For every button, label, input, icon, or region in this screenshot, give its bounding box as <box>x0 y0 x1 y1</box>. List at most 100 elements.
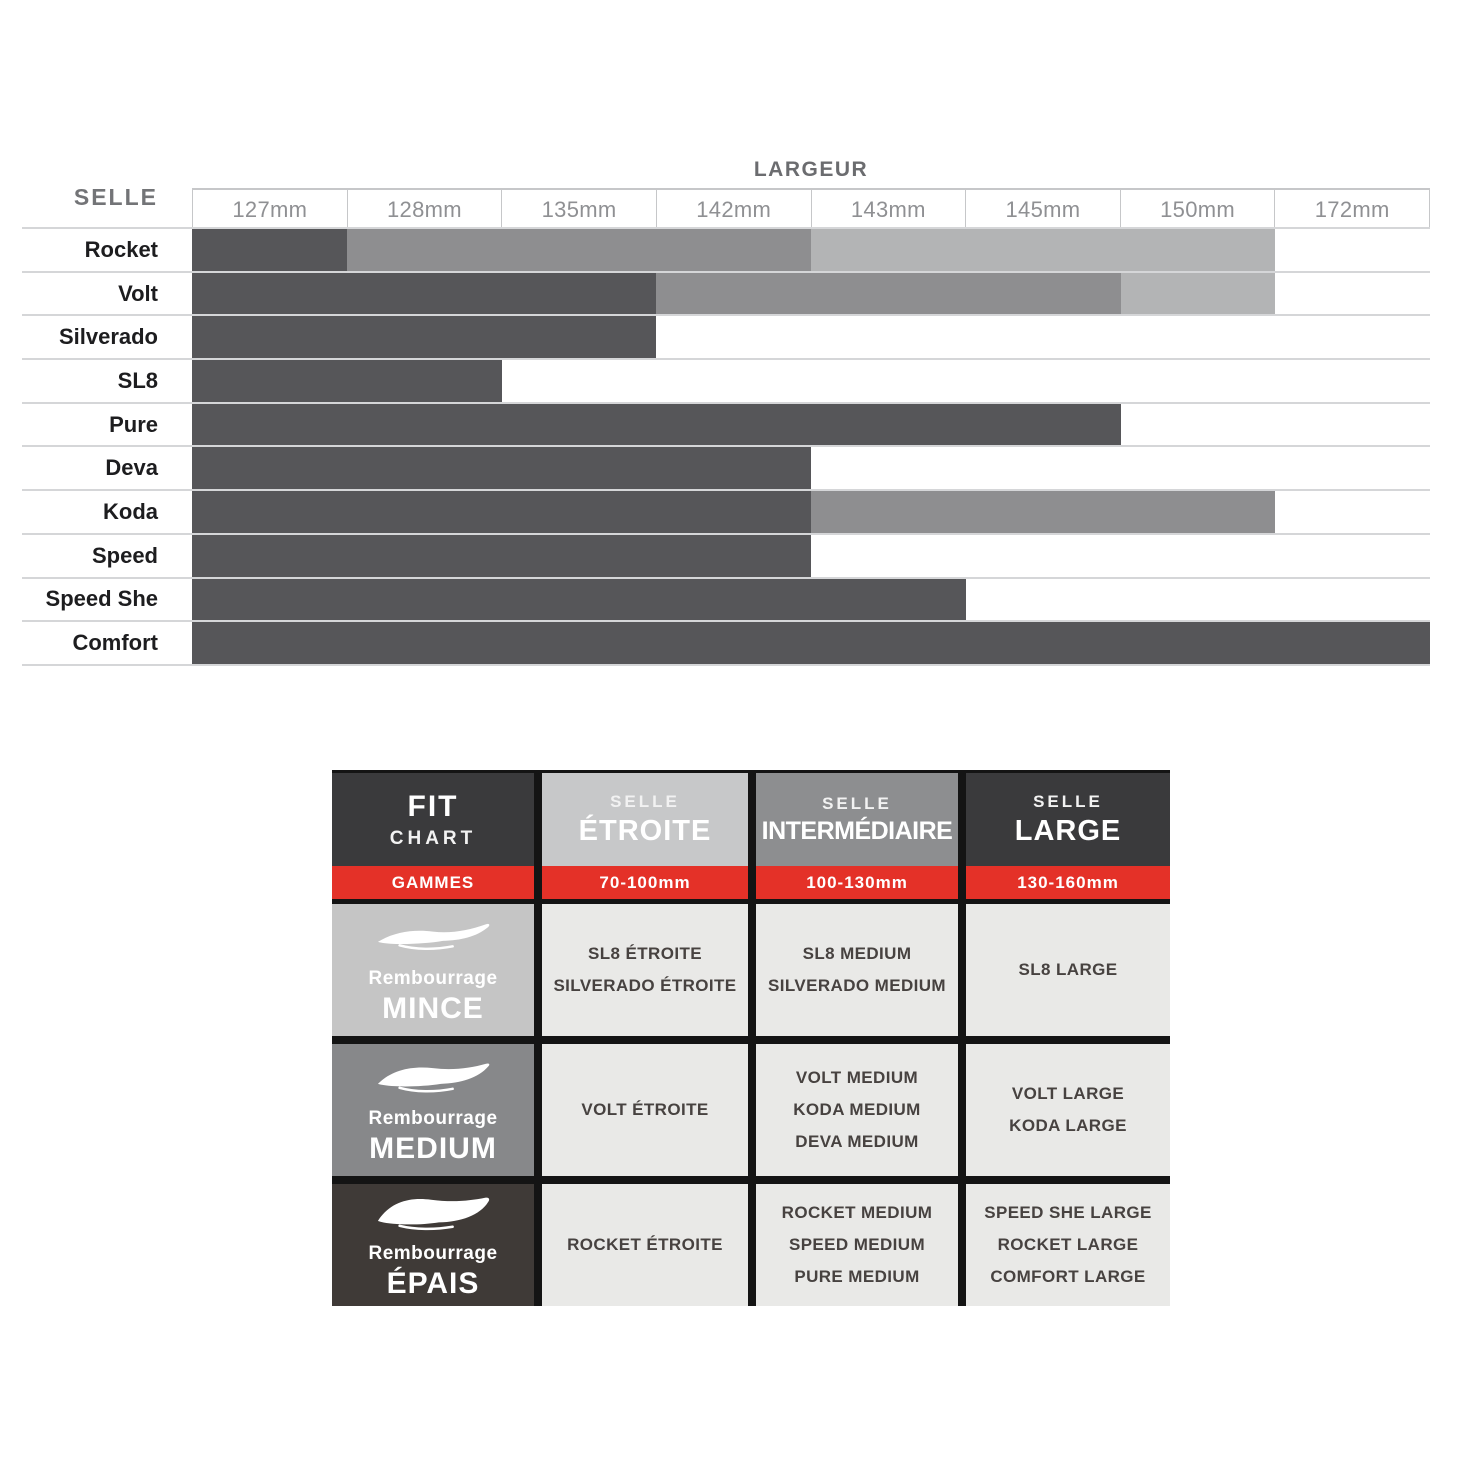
fit-header-row: FIT CHART SELLE ÉTROITE SELLE INTERMÉDIAIRE SE… <box>332 773 1170 866</box>
saddle-model: VOLT ÉTROITE <box>581 1100 709 1119</box>
saddle-thick-icon <box>374 1190 492 1243</box>
width-column-header: 172mm <box>1274 190 1429 227</box>
saddle-model: SPEED MEDIUM <box>788 1235 926 1254</box>
saddle-model: ROCKET MEDIUM <box>781 1203 933 1222</box>
row-axis-label-selle: SELLE <box>73 184 158 210</box>
saddle-row: Koda <box>22 489 1430 533</box>
saddle-models-cell: ROCKET ÉTROITE <box>542 1184 748 1306</box>
fit-column-header-title: LARGE <box>1014 814 1122 847</box>
saddle-rows: Rocket Volt Silverado SL8 Pure Deva Koda Speed S… <box>22 227 1430 666</box>
saddle-row-label: Speed <box>91 542 158 568</box>
saddle-row: Rocket <box>22 227 1430 271</box>
saddle-row: Deva <box>22 445 1430 490</box>
bar-segment-dark <box>192 229 347 271</box>
width-column-header: 135mm <box>501 190 656 227</box>
fit-column-header-kicker: SELLE <box>1033 791 1103 811</box>
saddle-thin-icon <box>374 915 492 968</box>
saddle-model: SL8 ÉTROITE <box>588 944 702 963</box>
fit-column-header-title: INTERMÉDIAIRE <box>761 816 953 845</box>
saddle-row-label: Pure <box>109 411 158 437</box>
padding-row-medium: Rembourrage MEDIUM VOLT ÉTROITE VOLT MEDIUM… <box>332 1044 1170 1176</box>
gammes-label-cell: GAMMES <box>332 866 534 899</box>
width-column-header: 145mm <box>965 190 1120 227</box>
saddle-model: ROCKET LARGE <box>997 1235 1139 1254</box>
saddle-models-cell: SPEED SHE LARGE ROCKET LARGE COMFORT LARGE <box>966 1184 1170 1306</box>
fit-title-line2: CHART <box>389 827 477 849</box>
saddle-model: SL8 LARGE <box>1018 960 1118 979</box>
bar-segment-medium <box>346 229 811 271</box>
fit-column-header: SELLE ÉTROITE <box>542 773 748 866</box>
width-column-header: 150mm <box>1119 190 1275 227</box>
padding-row-title: MINCE <box>382 991 484 1025</box>
width-column-header: 128mm <box>346 190 502 227</box>
saddle-row-label: Deva <box>105 455 158 481</box>
bar-segment-dark <box>192 491 811 533</box>
fit-chart-table: FIT CHART SELLE ÉTROITE SELLE INTERMÉDIAIRE SE… <box>332 770 1170 1306</box>
saddle-row-label: Comfort <box>72 630 158 656</box>
saddle-row: SL8 <box>22 358 1430 402</box>
saddle-row-label: SL8 <box>117 367 158 393</box>
width-column-header: 142mm <box>655 190 811 227</box>
saddle-row: Pure <box>22 401 1430 446</box>
saddle-model: SPEED SHE LARGE <box>984 1203 1152 1222</box>
width-range-cell: 100-130mm <box>756 866 958 899</box>
saddle-row: Silverado <box>22 314 1430 359</box>
saddle-models-cell: VOLT ÉTROITE <box>542 1044 748 1176</box>
saddle-row-label: Speed She <box>45 586 158 612</box>
saddle-model: PURE MEDIUM <box>794 1267 920 1286</box>
saddle-models-cell: SL8 ÉTROITE SILVERADO ÉTROITE <box>542 904 748 1036</box>
saddle-row: Speed <box>22 532 1430 577</box>
fit-column-header-kicker: SELLE <box>610 791 680 811</box>
width-column-header: 127mm <box>232 197 308 222</box>
chart-title-largeur: LARGEUR <box>753 158 869 181</box>
padding-row-title: MEDIUM <box>369 1131 497 1165</box>
saddle-model: SILVERADO ÉTROITE <box>553 976 737 995</box>
padding-row-header: Rembourrage ÉPAIS <box>332 1184 534 1306</box>
saddle-row-label: Koda <box>103 498 158 524</box>
saddle-model: SL8 MEDIUM <box>802 944 912 963</box>
width-range-cell: 70-100mm <box>542 866 748 899</box>
bar-segment-dark <box>192 272 657 315</box>
fit-column-header: SELLE LARGE <box>966 773 1170 866</box>
fit-chart-title-cell: FIT CHART <box>332 773 534 866</box>
saddle-row: Comfort <box>22 620 1430 664</box>
bar-segment-medium <box>656 272 1121 315</box>
bar-segment-medium <box>811 491 1276 533</box>
saddle-model: COMFORT LARGE <box>990 1267 1146 1286</box>
width-column-header: 143mm <box>810 190 966 227</box>
width-column-headers: 127mm 128mm 135mm 142mm 143mm 145mm 150mm 172mm <box>192 188 1430 227</box>
saddle-row-label: Rocket <box>84 236 158 262</box>
saddle-row: Volt <box>22 270 1430 315</box>
saddle-row-label: Silverado <box>58 324 158 350</box>
saddle-models-cell: VOLT MEDIUM KODA MEDIUM DEVA MEDIUM <box>756 1044 958 1176</box>
bar-segment-dark <box>192 447 811 490</box>
padding-row-header: Rembourrage MEDIUM <box>332 1044 534 1176</box>
saddle-models-cell: ROCKET MEDIUM SPEED MEDIUM PURE MEDIUM <box>756 1184 958 1306</box>
saddle-model: ROCKET ÉTROITE <box>567 1235 723 1254</box>
padding-row-kicker: Rembourrage <box>368 1107 498 1129</box>
saddle-models-cell: SL8 LARGE <box>966 904 1170 1036</box>
saddle-model: KODA MEDIUM <box>793 1100 921 1119</box>
saddle-row: Speed She <box>22 576 1430 621</box>
width-range-cell: 130-160mm <box>966 866 1170 899</box>
padding-row-mince: Rembourrage MINCE SL8 ÉTROITE SILVERADO ÉTR… <box>332 904 1170 1036</box>
saddle-models-cell: SL8 MEDIUM SILVERADO MEDIUM <box>756 904 958 1036</box>
fit-title-line1: FIT <box>407 789 459 823</box>
saddle-model: KODA LARGE <box>1009 1116 1127 1135</box>
padding-row-kicker: Rembourrage <box>368 967 498 989</box>
saddle-model: DEVA MEDIUM <box>795 1132 919 1151</box>
saddle-model: VOLT MEDIUM <box>795 1068 919 1087</box>
bar-segment-dark <box>192 360 502 402</box>
fit-column-header: SELLE INTERMÉDIAIRE <box>756 773 958 866</box>
bar-segment-dark <box>192 316 657 359</box>
saddle-model: VOLT LARGE <box>1011 1084 1125 1103</box>
fit-column-header-title: ÉTROITE <box>578 814 712 847</box>
bar-segment-light <box>1120 272 1276 315</box>
saddle-row-label: Volt <box>118 280 158 306</box>
padding-row-title: ÉPAIS <box>386 1266 480 1300</box>
saddle-model: SILVERADO MEDIUM <box>768 976 946 995</box>
saddle-medium-icon <box>374 1055 492 1108</box>
padding-row-épais: Rembourrage ÉPAIS ROCKET ÉTROITE ROCKET MED… <box>332 1184 1170 1306</box>
padding-row-kicker: Rembourrage <box>368 1242 498 1264</box>
